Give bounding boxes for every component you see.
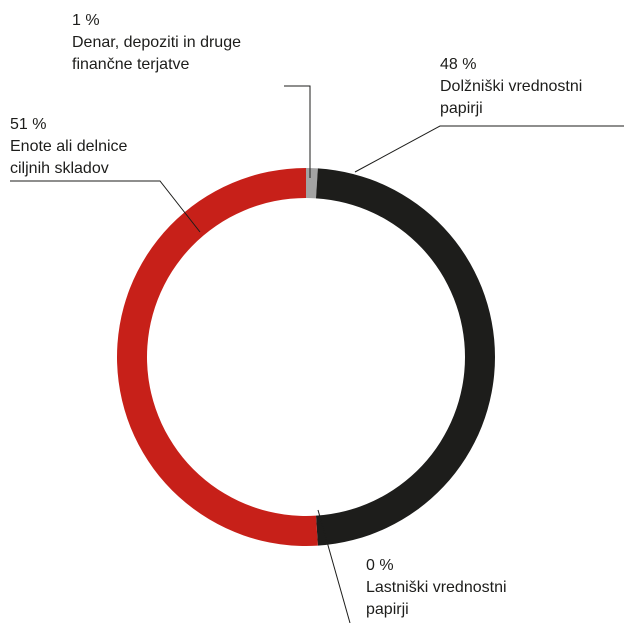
- label-fund-units-pct: 51 %: [10, 116, 47, 133]
- label-debt-securities-name: Dolžniški vrednostni papirji: [440, 78, 583, 117]
- leader-line-cash-deposits: [284, 85, 311, 178]
- leader-line-equity-securities: [317, 509, 351, 623]
- label-debt-securities-pct: 48 %: [440, 56, 477, 73]
- label-equity-securities-name: Lastniški vrednostni papirji: [366, 579, 507, 618]
- label-cash-deposits-name: Denar, depoziti in druge finančne terjat…: [72, 34, 241, 73]
- donut-segment-fund-units: [117, 168, 318, 546]
- leader-line-debt-securities: [354, 125, 624, 173]
- leader-line-fund-units: [10, 180, 201, 233]
- label-cash-deposits: 1 % Denar, depoziti in druge finančne te…: [72, 10, 241, 76]
- label-fund-units-name: Enote ali delnice ciljnih skladov: [10, 138, 128, 177]
- label-cash-deposits-pct: 1 %: [72, 12, 100, 29]
- donut-segment-cash-deposits: [306, 168, 318, 199]
- label-equity-securities-pct: 0 %: [366, 557, 394, 574]
- label-debt-securities: 48 % Dolžniški vrednostni papirji: [440, 54, 582, 120]
- label-equity-securities: 0 % Lastniški vrednostni papirji: [366, 555, 507, 621]
- donut-segment-debt-securities: [315, 168, 495, 546]
- label-fund-units: 51 % Enote ali delnice ciljnih skladov: [10, 114, 127, 180]
